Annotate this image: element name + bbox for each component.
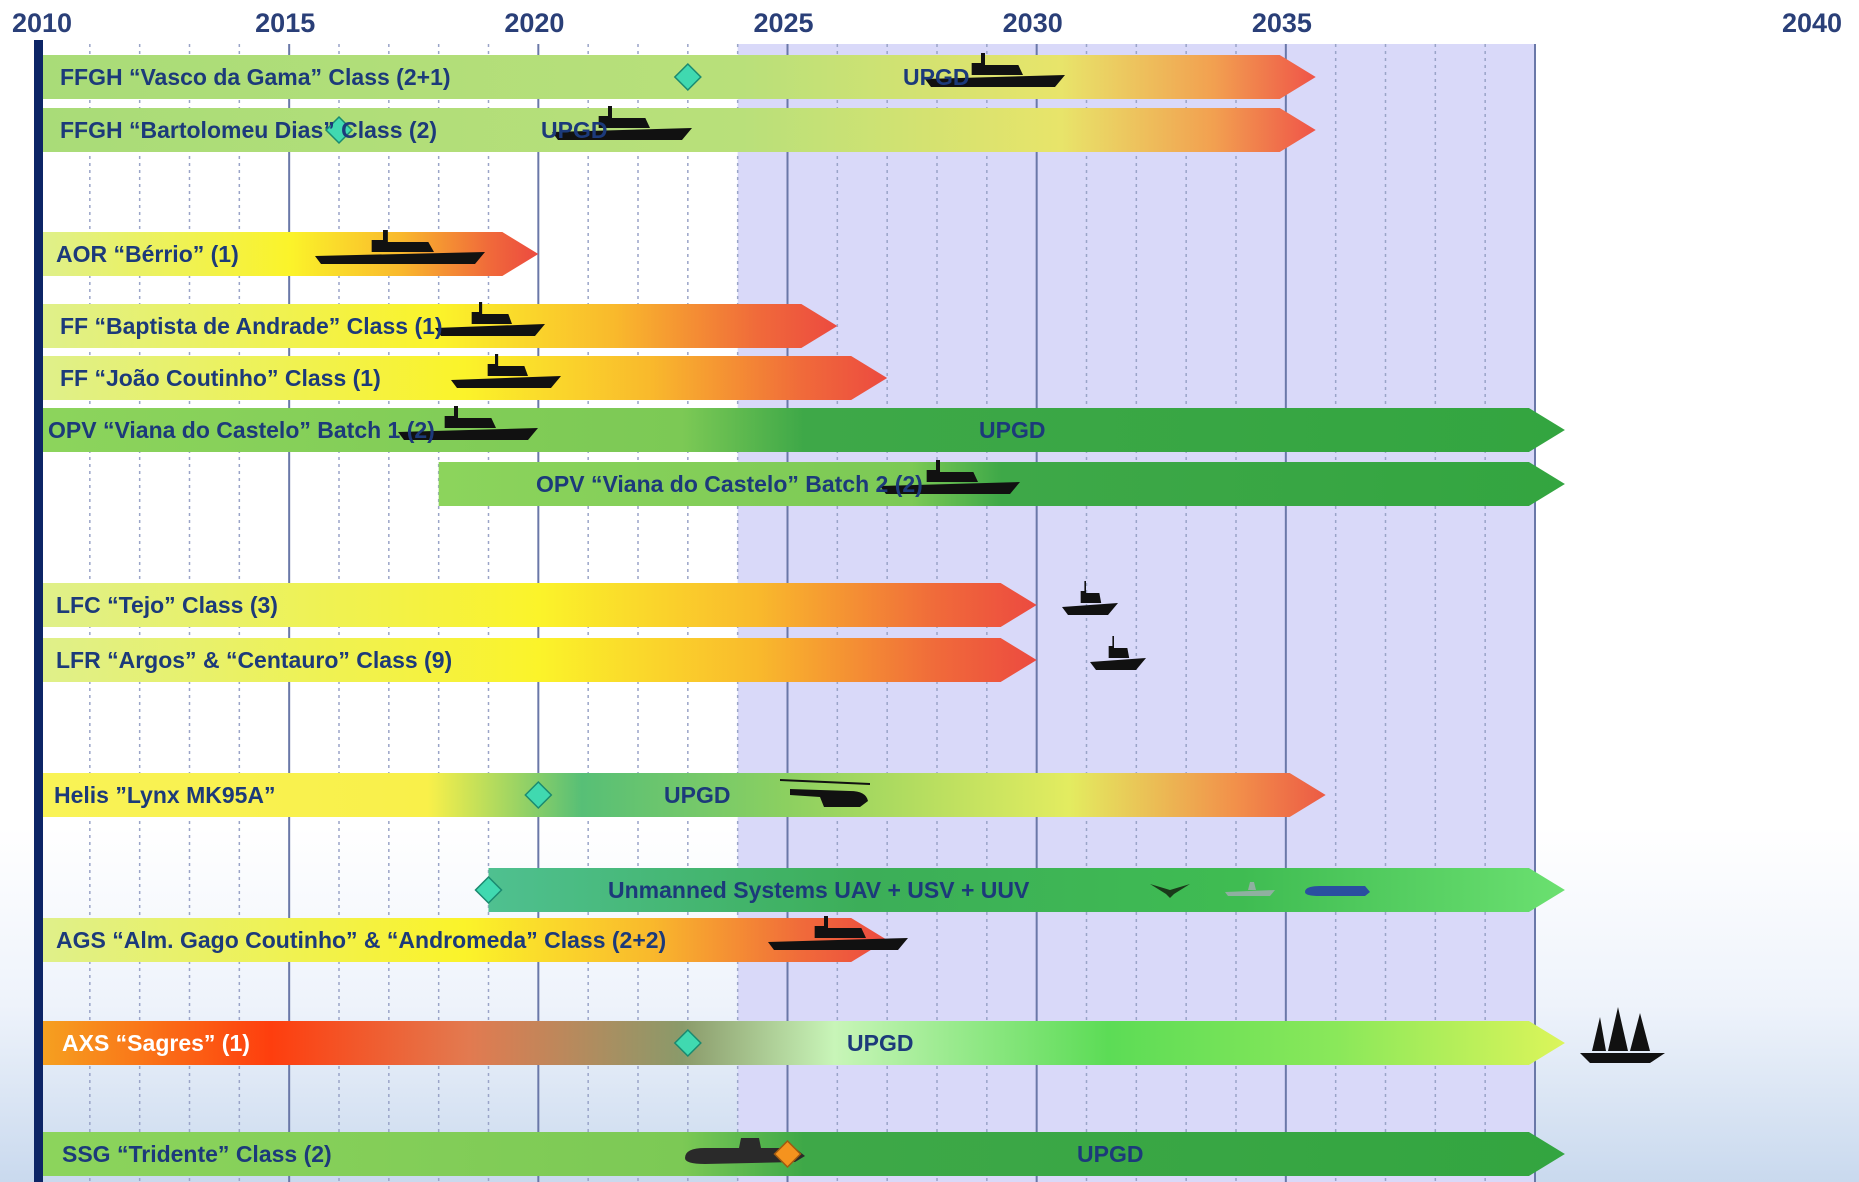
timeline-bar [43, 1007, 1665, 1065]
timeline-bar [43, 581, 1118, 627]
timeline-bar [43, 1132, 1565, 1176]
bar-arrow [43, 304, 838, 348]
bar-arrow [43, 773, 1326, 817]
timeline-bar [43, 916, 908, 962]
frigate-icon [925, 53, 1065, 87]
left-axis-bar [34, 40, 43, 1182]
milestone-marker [474, 875, 503, 905]
milestone-marker [773, 1139, 802, 1169]
corvette-icon [451, 354, 561, 388]
submarine-icon [685, 1138, 805, 1164]
opv-icon [398, 406, 538, 440]
milestone-marker [324, 115, 354, 145]
bar-arrow [43, 1132, 1565, 1176]
timeline-bar [43, 406, 1565, 452]
timeline-bar [43, 106, 1316, 152]
opv-icon [880, 460, 1020, 494]
timeline-bar [43, 773, 1326, 817]
timeline-bar [43, 230, 539, 276]
timeline-bar [43, 354, 888, 400]
timeline-bar [43, 302, 838, 348]
bar-arrow [43, 583, 1037, 627]
tallship-icon [1580, 1007, 1665, 1063]
survey-icon [768, 916, 908, 950]
milestone-marker [524, 780, 553, 810]
corvette-icon [435, 302, 545, 336]
tanker-icon [315, 230, 485, 264]
patrol-icon [1062, 581, 1118, 615]
bar-arrow [43, 408, 1565, 452]
timeline-bar [43, 53, 1316, 99]
helicopter-icon [780, 779, 870, 807]
timeline-bar [43, 636, 1146, 682]
timeline-bars [43, 53, 1665, 1176]
uav-icon [1150, 884, 1190, 898]
bar-arrow [43, 1021, 1565, 1065]
bar-arrow [488, 868, 1565, 912]
bar-arrow [43, 918, 888, 962]
bar-arrow [43, 356, 888, 400]
timeline-bar [474, 868, 1565, 912]
usv-icon [1225, 882, 1275, 896]
frigate-icon [552, 106, 692, 140]
patrol-icon [1090, 636, 1146, 670]
uuv-icon [1305, 886, 1370, 896]
timeline-bar [438, 460, 1565, 506]
milestone-marker [673, 62, 702, 92]
milestone-marker [673, 1028, 702, 1058]
bar-arrow [43, 638, 1037, 682]
